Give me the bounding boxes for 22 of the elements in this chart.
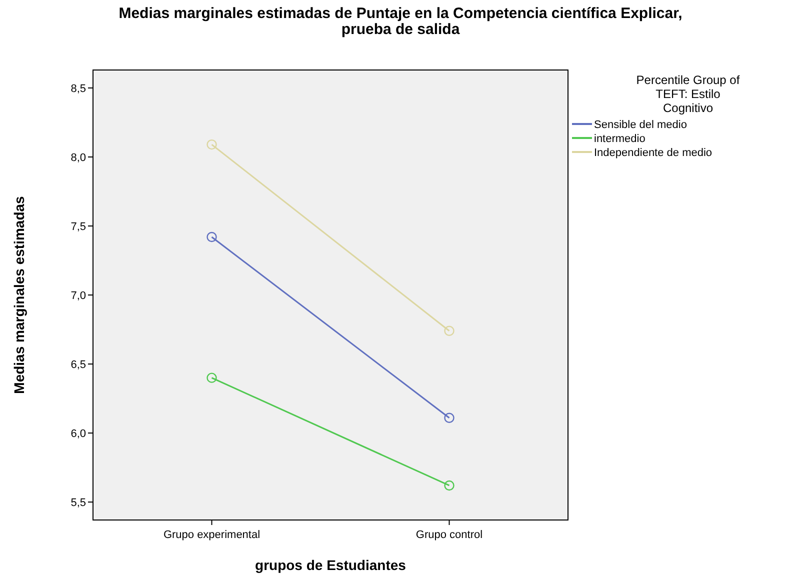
point bbox=[206, 232, 217, 242]
legend-title: Percentile Group of TEFT: Estilo Cognitivo bbox=[636, 73, 740, 115]
legend-label: intermedio bbox=[594, 133, 646, 145]
y-axis-title: Medias marginales estimadas bbox=[11, 196, 27, 394]
y-tick-label: 6,5 bbox=[70, 359, 86, 372]
y-tick-label: 8,0 bbox=[70, 152, 86, 164]
point bbox=[444, 412, 454, 423]
y-tick-label: 7,0 bbox=[70, 290, 86, 302]
point bbox=[206, 139, 217, 150]
chart-title: Medias marginales estimadas de Puntaje en la Competencia científica Explicar, prueba de salida bbox=[118, 5, 682, 38]
x-tick-label: Grupo experimental bbox=[163, 529, 260, 541]
y-tick-label: 7,5 bbox=[70, 220, 86, 233]
point bbox=[444, 326, 454, 336]
y-tick-label: 8,5 bbox=[70, 82, 86, 95]
y-tick-label: 5,5 bbox=[70, 497, 86, 510]
point bbox=[206, 372, 217, 383]
x-axis-title: grupos de Estudiantes bbox=[255, 557, 406, 573]
point bbox=[444, 480, 454, 491]
y-tick-label: 6,0 bbox=[70, 428, 86, 440]
x-tick-label: Grupo control bbox=[416, 529, 483, 541]
legend-label: Sensible del medio bbox=[594, 119, 687, 131]
legend-label: Independiente de medio bbox=[594, 147, 712, 159]
